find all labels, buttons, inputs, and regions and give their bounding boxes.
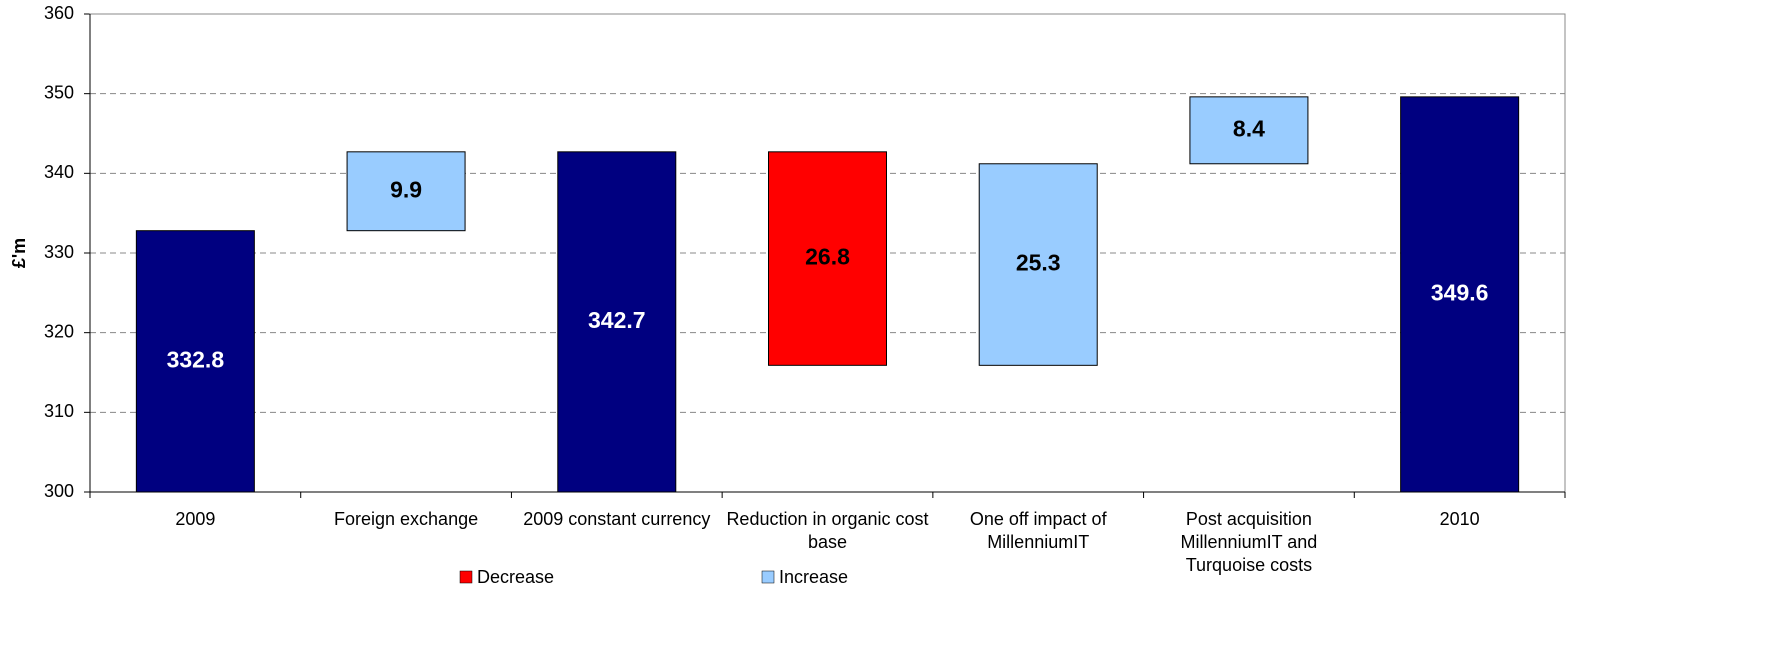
value-label: 9.9: [390, 176, 422, 202]
x-tick-label: 2009 constant currency: [523, 509, 711, 529]
x-tick-label: Foreign exchange: [334, 509, 479, 529]
y-axis-label: £'m: [9, 238, 29, 268]
bar: [1189, 96, 1309, 165]
y-tick-label: 300: [44, 481, 74, 501]
y-tick-label: 340: [44, 162, 74, 182]
x-tick-label: Reduction in organic cost base: [726, 509, 929, 552]
bar: [978, 163, 1098, 366]
y-tick-label: 320: [44, 321, 74, 341]
bar: [135, 230, 255, 493]
y-tick-label: 310: [44, 401, 74, 421]
legend-label: Decrease: [477, 567, 554, 587]
bar: [768, 151, 887, 366]
value-label: 342.7: [588, 307, 646, 333]
x-tick-label: 2010: [1439, 509, 1480, 529]
value-label: 25.3: [1016, 250, 1061, 276]
y-tick-label: 330: [44, 242, 74, 262]
y-tick-label: 350: [44, 82, 74, 102]
legend-swatch: [761, 570, 775, 584]
value-label: 349.6: [1431, 280, 1489, 306]
bar: [346, 151, 466, 232]
value-label: 332.8: [167, 346, 225, 372]
y-tick-label: 360: [44, 3, 74, 23]
x-tick-label: One off impact of MillenniumIT: [969, 509, 1107, 552]
value-label: 8.4: [1233, 115, 1265, 141]
bar: [1400, 96, 1520, 493]
value-label: 26.8: [805, 244, 850, 270]
x-tick-label: Post acquisition MillenniumIT and Turquo…: [1180, 509, 1318, 575]
x-tick-label: 2009: [175, 509, 216, 529]
legend-label: Increase: [779, 567, 848, 587]
bar: [557, 151, 677, 493]
legend-swatch: [459, 570, 473, 584]
